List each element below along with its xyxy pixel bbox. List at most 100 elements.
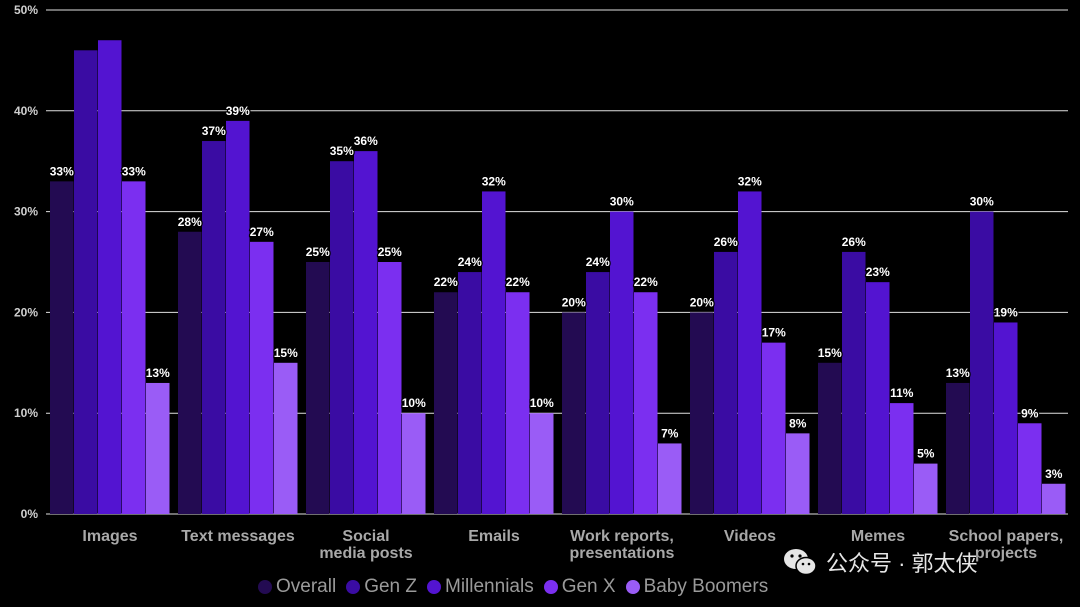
data-label: 10% (530, 396, 554, 410)
bar-overall (562, 312, 586, 514)
legend-label: Overall (276, 576, 337, 597)
legend-swatch (346, 580, 361, 594)
data-label: 26% (714, 235, 738, 249)
bar-gen-x (634, 292, 658, 514)
data-label: 7% (661, 426, 679, 440)
bar-millennials (354, 151, 378, 514)
data-label: 17% (762, 326, 786, 340)
bars (50, 40, 1066, 515)
legend-item: Millennials (427, 576, 534, 598)
data-label: 39% (226, 104, 250, 118)
x-tick-label: Social media posts (319, 528, 412, 562)
legend-swatch (258, 580, 272, 594)
y-tick-label: 20% (14, 305, 38, 319)
legend-label: Baby Boomers (643, 576, 769, 597)
bar-baby-boomers (530, 413, 554, 514)
legend-swatch (543, 580, 558, 594)
legend-label: Gen X (561, 576, 616, 597)
data-label: 30% (970, 195, 994, 209)
y-tick-label: 40% (14, 104, 38, 118)
watermark-text: 公众号 · 郭太侠 (826, 551, 978, 576)
bar-millennials (98, 40, 122, 515)
bar-gen-x (890, 403, 914, 514)
legend: Overall Gen Z Millennials Gen X Baby Boomers (258, 575, 778, 599)
watermark: 公众号 · 郭太侠 (782, 546, 978, 578)
bar-overall (946, 382, 970, 514)
bar-overall (690, 312, 714, 514)
bar-gen-x (506, 292, 530, 514)
data-label: 15% (818, 346, 842, 360)
data-label: 25% (306, 245, 330, 259)
bar-baby-boomers (914, 463, 938, 514)
data-label: 22% (506, 275, 530, 289)
legend-item: Overall (258, 576, 336, 598)
x-tick-label: Memes (851, 528, 905, 545)
bar-millennials (738, 191, 762, 514)
data-label: 36% (354, 134, 378, 148)
bar-baby-boomers (146, 382, 170, 514)
y-tick-label: 50% (14, 3, 38, 17)
bar-millennials (994, 322, 1018, 514)
data-label: 22% (434, 275, 458, 289)
data-label: 28% (178, 215, 202, 229)
y-tick-label: 10% (14, 406, 38, 420)
bar-gen-x (378, 262, 402, 514)
data-label: 23% (866, 265, 890, 279)
data-label: 37% (202, 124, 226, 138)
data-label: 32% (738, 174, 762, 188)
bar-overall (178, 231, 202, 514)
bar-gen-z (842, 251, 866, 515)
data-label: 27% (250, 225, 274, 239)
data-label: 35% (330, 144, 354, 158)
data-label: 20% (562, 295, 586, 309)
data-label: 13% (946, 366, 970, 380)
bar-gen-z (330, 161, 354, 514)
data-label: 24% (458, 255, 482, 269)
y-tick-label: 30% (14, 205, 38, 219)
bar-baby-boomers (402, 413, 426, 514)
bar-gen-z (74, 50, 98, 514)
wechat-icon (784, 549, 817, 576)
legend-item: Baby Boomers (625, 576, 769, 598)
bar-gen-x (1018, 423, 1042, 514)
bar-overall (434, 292, 458, 514)
bar-millennials (482, 191, 506, 514)
bar-gen-z (586, 272, 610, 514)
legend-label: Millennials (445, 576, 534, 597)
legend-label: Gen Z (364, 576, 417, 597)
y-tick-label: 0% (21, 507, 39, 521)
x-tick-label: Images (82, 528, 137, 545)
bar-baby-boomers (786, 433, 810, 514)
bar-overall (306, 262, 330, 514)
x-tick-label: School papers, projects (949, 528, 1064, 562)
x-tick-label: Work reports, presentations (570, 528, 675, 562)
bar-gen-z (458, 272, 482, 514)
bar-gen-z (202, 141, 226, 515)
data-label: 5% (917, 447, 935, 461)
bar-millennials (610, 211, 634, 514)
data-label: 33% (122, 164, 146, 178)
x-tick-label: Videos (724, 528, 776, 545)
bar-gen-x (250, 241, 274, 514)
x-tick-label: Text messages (181, 528, 295, 545)
data-label: 3% (1045, 467, 1063, 481)
bar-baby-boomers (1042, 483, 1066, 514)
bar-baby-boomers (274, 362, 298, 514)
data-label: 26% (842, 235, 866, 249)
data-labels: 33% 33% 13% 28% 37%39% 27% 15% 25% 35%36% 25% 10% 2… (48, 103, 1064, 482)
legend-item: Gen Z (346, 576, 417, 598)
data-label: 13% (146, 366, 170, 380)
bar-gen-x (122, 181, 146, 515)
data-label: 20% (690, 295, 714, 309)
bar-overall (818, 362, 842, 514)
data-label: 33% (50, 164, 74, 178)
legend-swatch (625, 580, 640, 594)
bar-baby-boomers (658, 443, 682, 514)
data-label: 9% (1021, 406, 1039, 420)
data-label: 11% (890, 386, 914, 400)
data-label: 8% (789, 416, 807, 430)
data-label: 32% (482, 174, 506, 188)
data-label: 25% (378, 245, 402, 259)
category-labels: Images Text messages Social media posts Emai… (82, 528, 1063, 562)
